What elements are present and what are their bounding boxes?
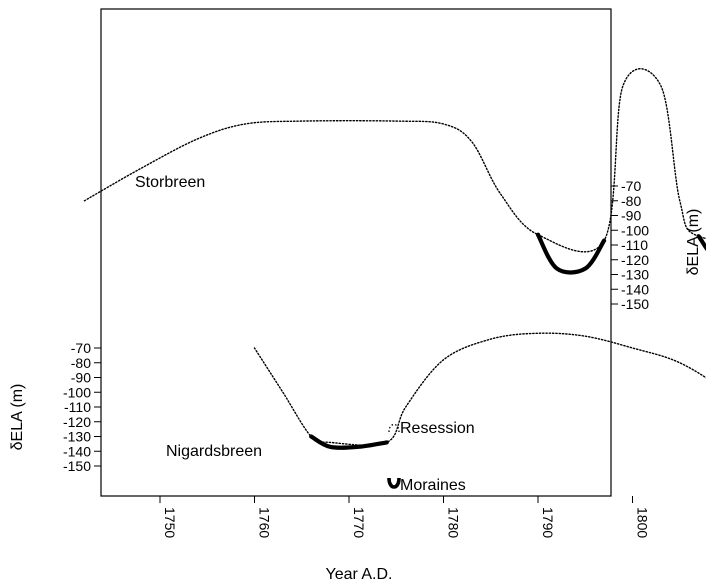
- y-left-tick-label: -130: [63, 429, 91, 445]
- x-tick-label: 1770: [351, 507, 367, 538]
- y-axis-right-storbreen: -70-80-90-100-110-120-130-140-150: [611, 178, 649, 312]
- series-layer: [83, 68, 706, 450]
- x-tick-label: 1800: [635, 507, 651, 538]
- panel-label-storbreen: Storbreen: [135, 174, 205, 191]
- series-nigardsbreen-moraine-mark: [309, 434, 389, 450]
- y-left-tick-label: -70: [71, 340, 91, 356]
- series-nigardsbreen-recession-line: [253, 332, 706, 446]
- x-tick-label: 1790: [540, 507, 556, 538]
- x-axis-label: Year A.D.: [325, 566, 392, 583]
- y-right-tick-label: -70: [621, 178, 641, 194]
- y-left-tick-label: -80: [71, 355, 91, 371]
- y-right-tick-label: -100: [621, 222, 649, 238]
- plot-frame: [100, 8, 612, 497]
- y-left-tick-label: -90: [71, 370, 91, 386]
- legend-resession-label: Resession: [400, 420, 475, 437]
- y-left-tick-label: -120: [63, 414, 91, 430]
- y-axis-label-left: δELA (m): [9, 384, 26, 451]
- legend-moraines-label: Moraines: [400, 477, 466, 494]
- y-left-tick-label: -140: [63, 443, 91, 459]
- y-axis-left-nigardsbreen: -70-80-90-100-110-120-130-140-150: [63, 340, 101, 474]
- y-left-tick-label: -100: [63, 384, 91, 400]
- y-right-tick-label: -90: [621, 208, 641, 224]
- y-right-tick-label: -130: [621, 267, 649, 283]
- panel-label-nigardsbreen: Nigardsbreen: [166, 443, 262, 460]
- legend: Resession Moraines: [387, 420, 475, 494]
- x-tick-label: 1760: [257, 507, 273, 538]
- y-right-tick-label: -80: [621, 193, 641, 209]
- y-left-tick-label: -110: [64, 399, 91, 415]
- y-left-tick-label: -150: [63, 458, 91, 474]
- y-right-tick-label: -110: [621, 237, 648, 253]
- series-storbreen-moraine-mark: [535, 232, 607, 275]
- x-axis: 1750176017701780179018001810182018301840…: [159, 496, 651, 538]
- y-right-tick-label: -140: [621, 281, 649, 297]
- x-tick-label: 1750: [162, 507, 178, 538]
- y-right-tick-label: -150: [621, 296, 649, 312]
- legend-moraines-symbol: [387, 477, 401, 489]
- x-tick-label: 1780: [446, 507, 462, 538]
- y-right-tick-label: -120: [621, 252, 649, 268]
- y-axis-label-right: δELA (m): [685, 209, 702, 276]
